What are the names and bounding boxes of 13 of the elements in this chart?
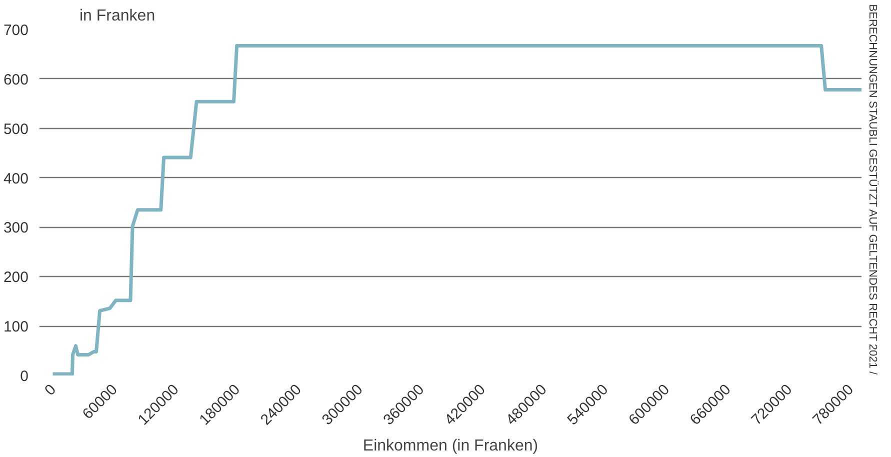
line-series <box>51 44 862 376</box>
y-tick-label: 200 <box>3 269 29 286</box>
y-axis-title: in Franken <box>80 8 156 24</box>
x-tick-label: 0 <box>42 381 60 400</box>
y-tick-label: 0 <box>20 368 28 385</box>
y-tick-label: 300 <box>3 220 29 237</box>
y-tick-label: 100 <box>3 318 29 336</box>
y-tick-label: 600 <box>3 71 29 88</box>
text: BERECHNUNGEN STAUBLI GESTÜTZT AUF GELTENDES RECHT 2021 / <box>866 4 880 376</box>
y-tick-label: 700 <box>3 22 29 39</box>
x-axis-title: Einkommen (in Franken) <box>362 438 538 455</box>
y-tick-label: 500 <box>3 120 29 138</box>
y-tick-label: 400 <box>3 170 29 188</box>
